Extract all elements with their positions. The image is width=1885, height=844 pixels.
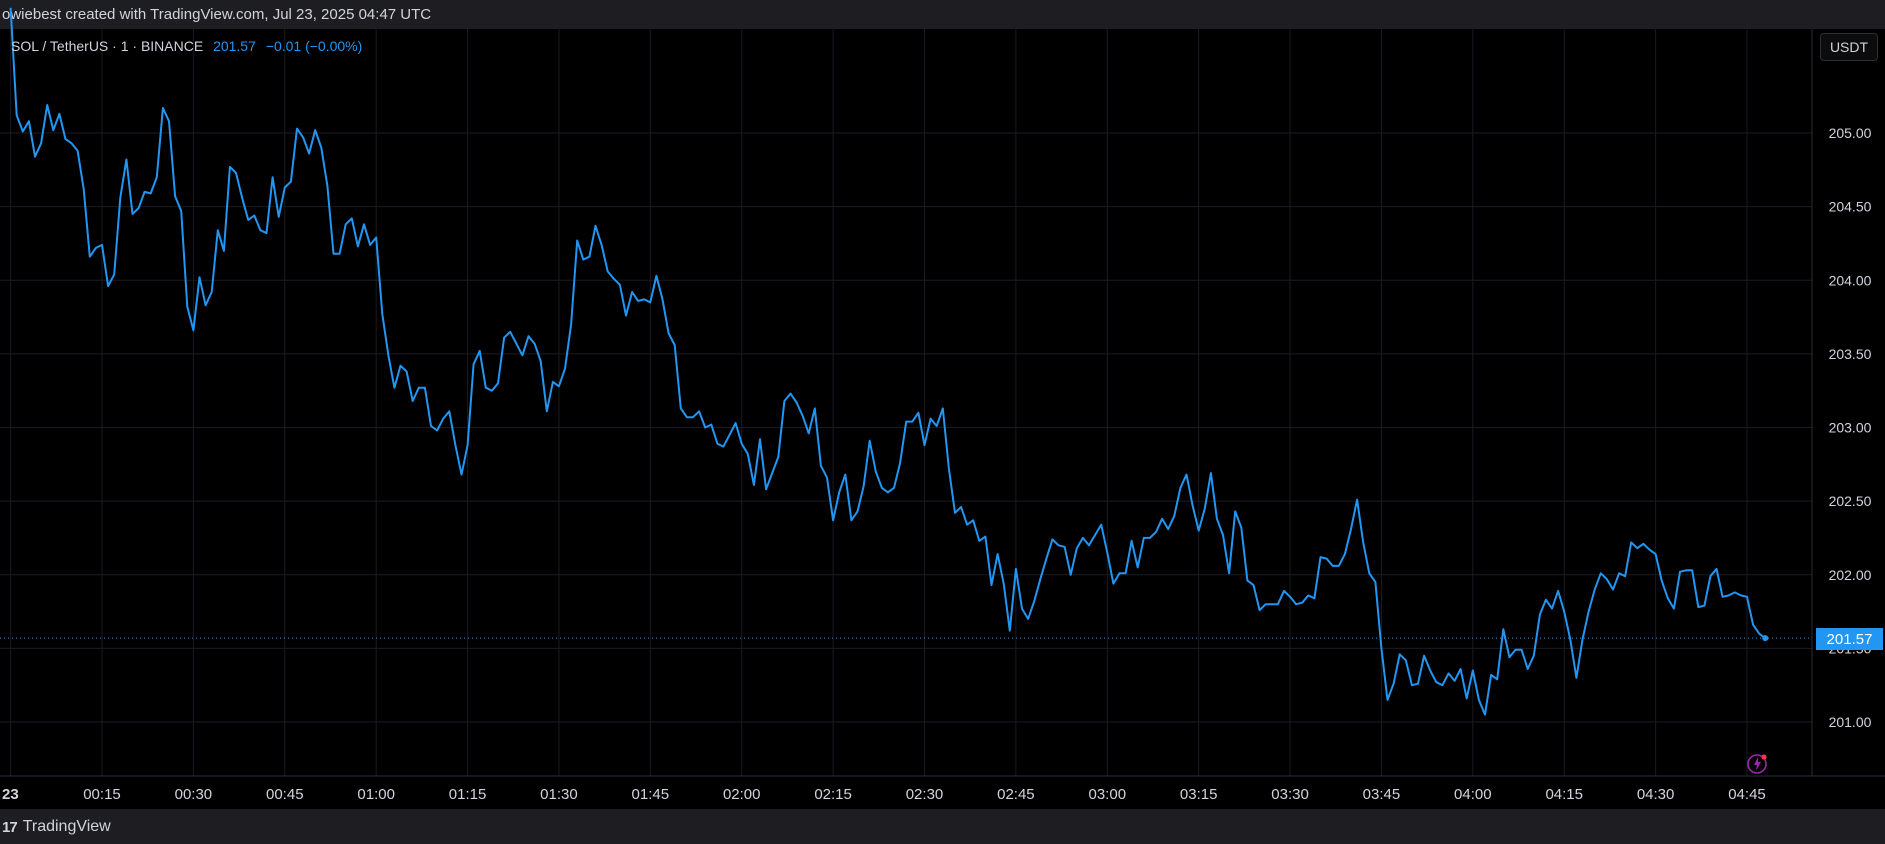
x-tick-label: 00:15 [83,786,121,803]
x-tick-label: 03:30 [1271,786,1309,803]
x-tick-label: 02:30 [906,786,944,803]
price-change-label: −0.01 (−0.00%) [265,38,363,54]
y-tick-label: 202.50 [1829,493,1872,509]
last-price-label: 201.57 [213,38,256,54]
x-tick-label: 01:15 [449,786,487,803]
x-tick-label: 04:00 [1454,786,1492,803]
x-tick-label: 00:45 [266,786,304,803]
symbol-legend: SOL / TetherUS · 1 · BINANCE 201.57 −0.0… [11,38,362,54]
x-tick-label: 01:00 [357,786,395,803]
y-tick-label: 201.00 [1829,714,1872,730]
footer-bar: 17 TradingView [0,809,1885,844]
x-tick-label: 02:45 [997,786,1035,803]
tradingview-logo-icon: 17 [2,818,18,836]
symbol-label[interactable]: SOL / TetherUS · 1 · BINANCE [11,38,204,54]
currency-button[interactable]: USDT [1820,33,1878,61]
last-price-point [1762,635,1769,642]
x-tick-label: 04:15 [1545,786,1583,803]
y-tick-label: 204.50 [1829,199,1872,215]
x-tick-label: 03:00 [1089,786,1127,803]
watermark-bar: owiebest created with TradingView.com, J… [0,0,1885,29]
x-tick-label: 01:30 [540,786,578,803]
price-series-line [9,7,1766,716]
x-tick-label: 23 [2,786,19,803]
lightning-icon[interactable] [1746,751,1770,775]
last-price-badge: 201.57 [1816,628,1883,650]
watermark-text: owiebest created with TradingView.com, J… [2,6,432,23]
x-tick-label: 00:30 [175,786,213,803]
chart-area[interactable] [0,29,1885,809]
x-tick-label: 02:00 [723,786,761,803]
y-tick-label: 203.50 [1829,346,1872,362]
y-tick-label: 204.00 [1829,272,1872,288]
y-tick-label: 203.00 [1829,420,1872,436]
x-tick-label: 03:15 [1180,786,1218,803]
brand-label: TradingView [22,818,111,835]
x-tick-label: 02:15 [814,786,852,803]
x-tick-label: 04:30 [1637,786,1675,803]
tradingview-brand[interactable]: 17 TradingView [2,816,111,838]
x-tick-label: 04:45 [1728,786,1766,803]
x-tick-label: 01:45 [632,786,670,803]
y-tick-label: 202.00 [1829,567,1872,583]
y-tick-label: 205.00 [1829,125,1872,141]
x-tick-label: 03:45 [1363,786,1401,803]
